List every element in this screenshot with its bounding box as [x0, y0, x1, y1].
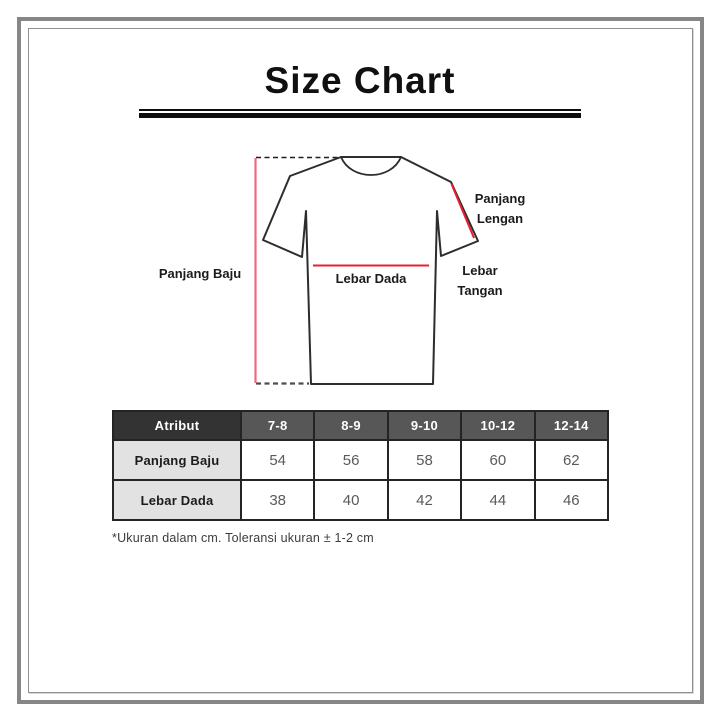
sleeve-measure-line — [450, 183, 475, 239]
measurement-label-panjang-baju: Panjang Baju — [158, 266, 242, 281]
title-underline — [139, 109, 581, 118]
measurement-label-panjang-lengan: Panjang Lengan — [474, 191, 526, 227]
column-header-size-4: 10-12 — [460, 410, 536, 441]
shirt-outline — [262, 156, 479, 385]
table-header-row: Atribut 7-8 8-9 9-10 10-12 12-14 — [112, 410, 610, 441]
size-value-cell: 40 — [313, 479, 389, 521]
size-value-cell: 44 — [460, 479, 536, 521]
size-value-cell: 60 — [460, 439, 536, 481]
column-header-atribut: Atribut — [112, 410, 242, 441]
measurement-label-lebar-tangan: Lebar Tangan — [457, 263, 503, 299]
column-header-size-3: 9-10 — [386, 410, 463, 441]
table-row-lebar-dada: Lebar Dada 38 40 42 44 46 — [112, 479, 610, 521]
tshirt-diagram — [254, 156, 479, 385]
row-label: Panjang Baju — [112, 439, 242, 481]
size-value-cell: 42 — [386, 479, 463, 521]
size-value-cell: 38 — [239, 479, 316, 521]
page-title: Size Chart — [264, 60, 456, 101]
row-label: Lebar Dada — [112, 479, 242, 521]
inner-frame-border — [28, 28, 693, 693]
size-value-cell: 56 — [313, 439, 389, 481]
measurement-label-lebar-dada: Lebar Dada — [335, 271, 407, 286]
column-header-size-2: 8-9 — [313, 410, 389, 441]
table-row-panjang-baju: Panjang Baju 54 56 58 60 62 — [112, 439, 610, 481]
size-value-cell: 54 — [239, 439, 316, 481]
footnote: *Ukuran dalam cm. Toleransi ukuran ± 1-2… — [112, 531, 374, 545]
size-value-cell: 46 — [533, 479, 610, 521]
size-value-cell: 58 — [386, 439, 463, 481]
outer-frame-border — [17, 17, 704, 704]
collar-curve — [340, 156, 402, 176]
column-header-size-1: 7-8 — [239, 410, 316, 441]
size-table: Atribut 7-8 8-9 9-10 10-12 12-14 Panjang… — [112, 410, 610, 521]
column-header-size-5: 12-14 — [533, 410, 610, 441]
size-value-cell: 62 — [533, 439, 610, 481]
